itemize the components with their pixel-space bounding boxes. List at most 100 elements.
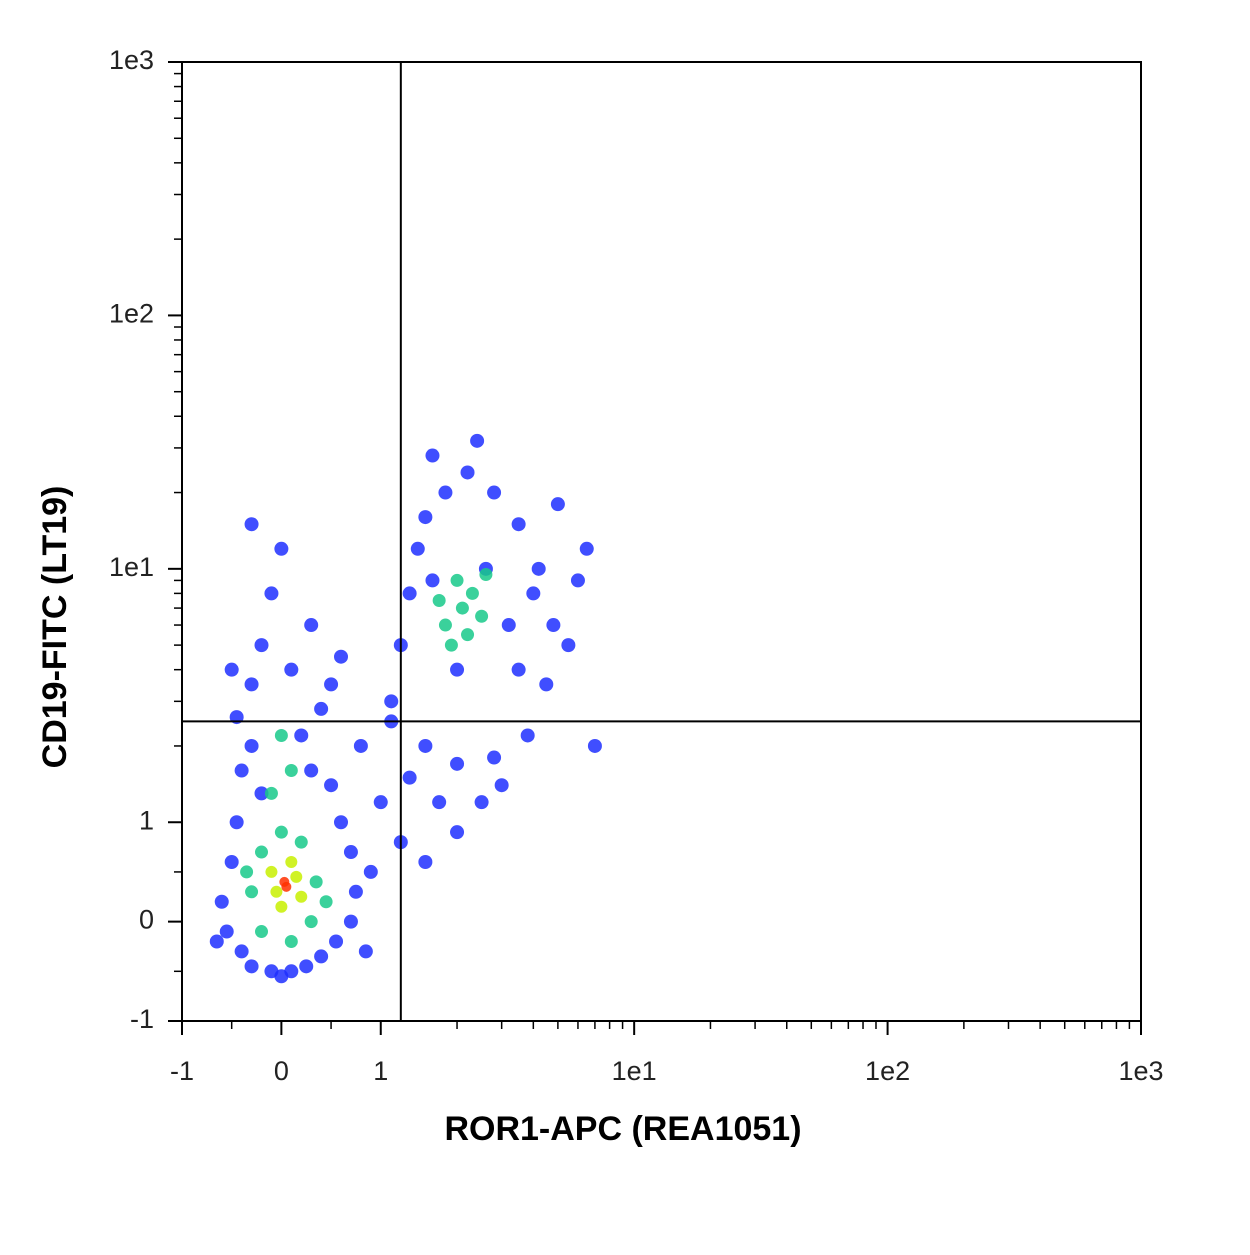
event-point	[274, 728, 288, 742]
event-point	[402, 770, 417, 785]
x-tick-label: 1e1	[612, 1056, 657, 1086]
event-point	[432, 593, 446, 607]
y-tick-label: 1e2	[109, 299, 154, 329]
event-point	[209, 934, 224, 949]
event-point	[254, 638, 269, 653]
y-tick-label: 1e1	[109, 552, 154, 582]
event-point	[304, 618, 319, 633]
event-point	[285, 855, 298, 868]
event-point	[511, 662, 526, 677]
event-point	[334, 649, 349, 664]
event-point	[450, 662, 465, 677]
event-point	[418, 854, 433, 869]
event-point	[294, 728, 309, 743]
event-point	[254, 786, 269, 801]
x-axis-label: ROR1-APC (REA1051)	[444, 1110, 801, 1148]
event-point	[244, 959, 259, 974]
event-point	[450, 825, 465, 840]
event-point	[461, 628, 475, 642]
event-point	[579, 541, 594, 556]
event-point	[270, 885, 283, 898]
y-axis-label: CD19-FITC (LT19)	[36, 486, 74, 769]
event-point	[224, 662, 239, 677]
event-point	[343, 845, 358, 860]
event-point	[363, 864, 378, 879]
event-point	[255, 925, 269, 939]
event-point	[234, 763, 249, 778]
y-tick-label: 1e3	[109, 45, 154, 75]
event-point	[265, 865, 278, 878]
event-point	[284, 764, 298, 778]
event-point	[279, 876, 290, 887]
plot-frame	[181, 61, 1142, 1022]
event-point	[284, 964, 299, 979]
event-point	[358, 944, 373, 959]
event-point	[324, 778, 339, 793]
event-point	[487, 750, 502, 765]
event-point	[546, 618, 561, 633]
event-point	[450, 756, 465, 771]
x-tick-label: -1	[170, 1056, 194, 1086]
event-point	[474, 795, 489, 810]
event-point	[314, 949, 329, 964]
event-point	[418, 738, 433, 753]
y-tick-label: 0	[139, 905, 154, 935]
event-point	[299, 959, 314, 974]
event-point	[264, 786, 278, 800]
event-point	[410, 541, 425, 556]
event-point	[234, 944, 249, 959]
event-point	[244, 738, 259, 753]
event-point	[444, 638, 458, 652]
event-point	[284, 934, 298, 948]
event-point	[290, 870, 303, 883]
event-point	[214, 894, 229, 909]
event-point	[304, 763, 319, 778]
event-point	[520, 728, 535, 743]
event-point	[475, 609, 489, 623]
event-point	[264, 586, 279, 601]
x-tick-label: 1e2	[865, 1056, 910, 1086]
event-point	[329, 934, 344, 949]
event-point	[450, 573, 464, 587]
event-point	[295, 890, 308, 903]
event-point	[494, 778, 509, 793]
event-point	[526, 586, 541, 601]
event-point	[343, 914, 358, 929]
event-point	[373, 795, 388, 810]
event-point	[275, 900, 288, 913]
event-point	[294, 835, 308, 849]
event-point	[425, 448, 440, 463]
event-point	[570, 573, 585, 588]
event-point	[314, 701, 329, 716]
event-point	[219, 924, 234, 939]
event-point	[348, 884, 363, 899]
y-tick-label: -1	[130, 1004, 154, 1034]
event-point	[334, 815, 349, 830]
event-point	[487, 485, 502, 500]
event-point	[244, 677, 259, 692]
x-tick-label: 0	[274, 1056, 289, 1086]
event-point	[479, 567, 493, 581]
event-point	[432, 795, 447, 810]
event-point	[274, 541, 289, 556]
event-point	[511, 517, 526, 532]
event-point	[319, 895, 333, 909]
event-point	[384, 694, 399, 709]
event-point	[309, 875, 323, 889]
event-point	[244, 517, 259, 532]
event-point	[550, 497, 565, 512]
event-point	[425, 573, 440, 588]
event-point	[587, 738, 602, 753]
event-point	[240, 865, 254, 879]
x-tick-label: 1	[373, 1056, 388, 1086]
event-point	[460, 465, 475, 480]
event-point	[438, 618, 452, 632]
event-point	[245, 885, 259, 899]
event-point	[324, 677, 339, 692]
event-point	[402, 586, 417, 601]
event-point	[224, 854, 239, 869]
event-point	[455, 601, 469, 615]
event-point	[470, 433, 485, 448]
event-point	[353, 738, 368, 753]
